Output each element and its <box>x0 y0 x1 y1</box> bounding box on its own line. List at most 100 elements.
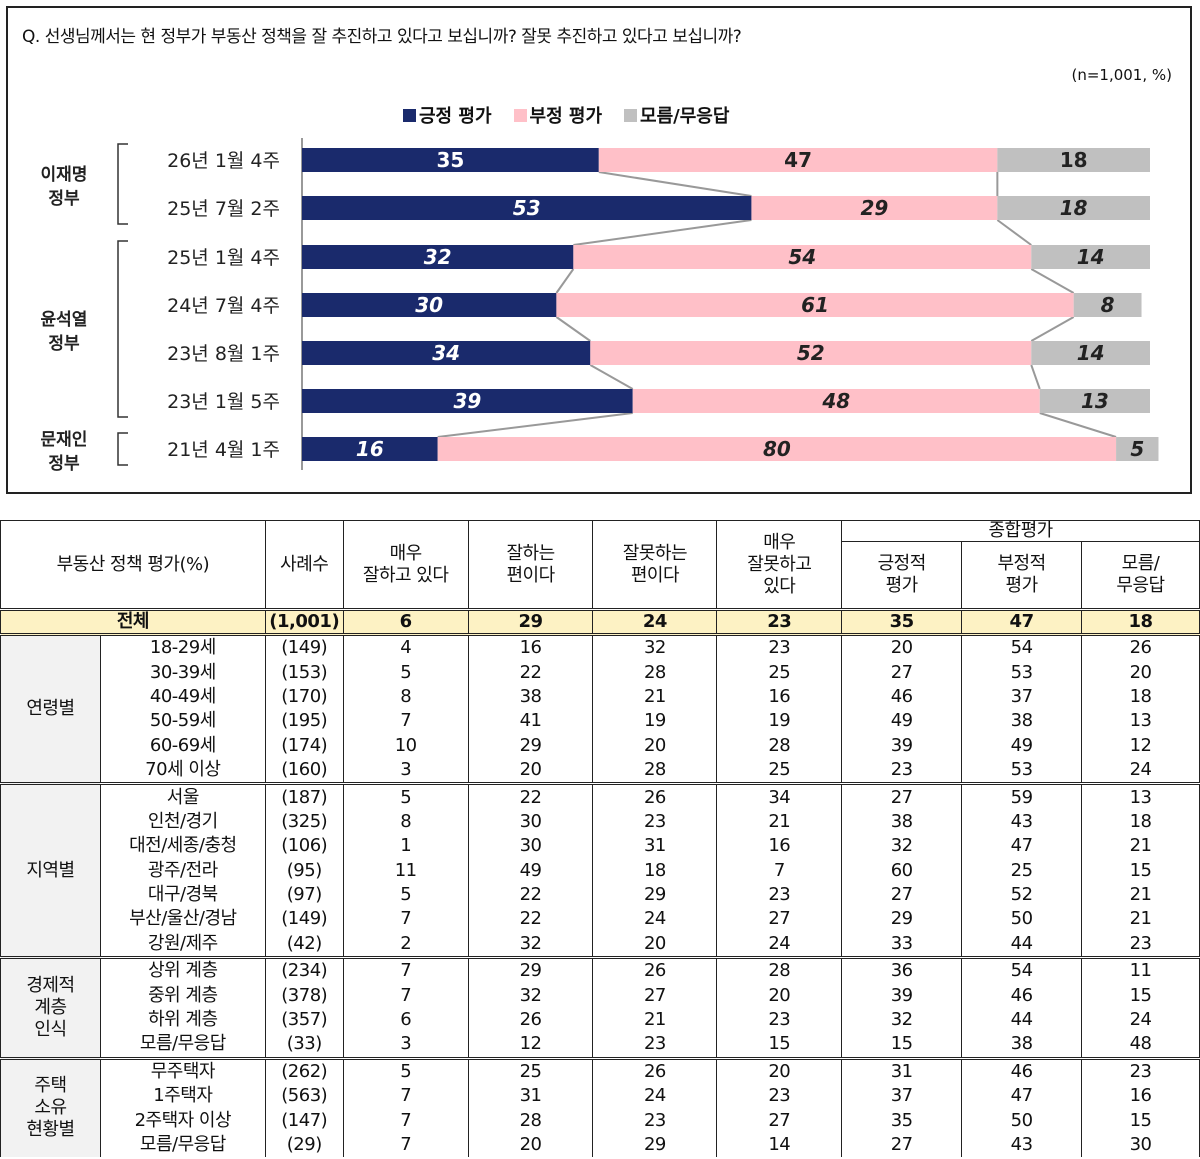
table-row: 모름/무응답 (29) 7 20 29 14 27 43 30 <box>1 1132 1200 1158</box>
cell-value: (147) <box>264 1108 344 1133</box>
cell-value: (149) <box>264 907 344 932</box>
cell-value: 36 <box>841 956 963 984</box>
data-label: 18 <box>1060 148 1088 172</box>
data-label: 35 <box>436 148 464 172</box>
cell-value: 47 <box>961 608 1083 636</box>
group-label: 연령별 <box>0 632 101 784</box>
cell-value: 30 <box>467 834 594 859</box>
row-label: 부산/울산/경남 <box>99 907 266 932</box>
table-row: 부산/울산/경남 (149) 7 22 24 27 29 50 21 <box>1 907 1200 932</box>
cell-value: 16 <box>467 633 594 661</box>
row-label: 서울 <box>99 782 266 810</box>
cell-value: 24 <box>592 1084 718 1109</box>
bar-segment <box>437 437 1117 461</box>
cell-value: 28 <box>467 1108 594 1133</box>
data-label: 29 <box>860 196 888 220</box>
data-label: 14 <box>1077 341 1105 365</box>
cell-value: 19 <box>592 709 718 734</box>
connector-line <box>555 268 575 294</box>
cell-value: 1 <box>342 834 469 859</box>
cell-value: 7 <box>716 858 843 883</box>
table-row: 대구/경북 (97) 5 22 29 23 27 52 21 <box>1 882 1200 908</box>
cell-value: (29) <box>264 1132 344 1158</box>
cell-value: 23 <box>592 809 718 835</box>
cell-value: 21 <box>1081 907 1200 932</box>
cell-value: 23 <box>716 633 843 661</box>
data-label: 52 <box>797 341 825 365</box>
group-label: 정부 <box>48 334 80 354</box>
bar-segment <box>573 245 1032 269</box>
cell-value: 29 <box>592 882 718 908</box>
bar-segment <box>556 293 1074 317</box>
cell-value: 53 <box>961 660 1083 685</box>
cell-value: 25 <box>467 1056 594 1085</box>
cell-value: 38 <box>961 1032 1083 1059</box>
cell-value: 15 <box>1081 983 1200 1008</box>
bar-segment <box>590 341 1032 365</box>
cell-value: 18 <box>1081 809 1200 835</box>
legend-label: 긍정 평가 <box>419 106 492 127</box>
row-label: 상위 계층 <box>99 956 266 984</box>
cell-value: 29 <box>841 907 963 932</box>
row-label: 40-49세 <box>99 684 266 710</box>
cell-value: 11 <box>1081 956 1200 984</box>
connector-line <box>996 219 1032 246</box>
cell-value: 28 <box>716 956 843 984</box>
cell-value: 49 <box>841 709 963 734</box>
cell-value: 18 <box>1081 608 1200 636</box>
header-positive: 긍정적 평가 <box>841 541 963 610</box>
bar-segment <box>302 437 438 461</box>
bar-segment <box>598 148 998 172</box>
cell-value: 7 <box>342 1108 469 1133</box>
cell-value: (1,001) <box>264 608 344 636</box>
cell-value: 23 <box>592 1108 718 1133</box>
data-label: 14 <box>1077 245 1105 269</box>
connector-line <box>589 364 634 390</box>
cell-value: 27 <box>841 660 963 685</box>
cell-value: 59 <box>961 782 1083 810</box>
cell-value: 25 <box>961 858 1083 883</box>
cell-value: 41 <box>467 709 594 734</box>
cell-value: 37 <box>841 1084 963 1109</box>
cell-value: 33 <box>841 931 963 958</box>
cell-value: 20 <box>467 757 594 784</box>
cell-value: 24 <box>1081 757 1200 784</box>
cell-value: 22 <box>467 660 594 685</box>
cell-value: 6 <box>342 1007 469 1033</box>
cell-value: 50 <box>961 1108 1083 1133</box>
row-label: 무주택자 <box>99 1056 266 1085</box>
cell-value: (160) <box>264 757 344 784</box>
legend-swatch <box>513 109 527 122</box>
row-label: 2주택자 이상 <box>99 1108 266 1133</box>
row-label: 1주택자 <box>99 1084 266 1109</box>
bar-segment <box>302 196 752 220</box>
legend-label: 부정 평가 <box>529 106 603 127</box>
cell-value: 18 <box>592 858 718 883</box>
cell-value: 23 <box>841 757 963 784</box>
legend-item: 부정 평가 <box>513 102 603 128</box>
cell-value: 32 <box>841 834 963 859</box>
table-row: 인천/경기 (325) 8 30 23 21 38 43 18 <box>1 809 1200 835</box>
cell-value: 29 <box>467 608 594 636</box>
cell-value: 21 <box>592 1007 718 1033</box>
cell-value: 26 <box>467 1007 594 1033</box>
cell-value: 27 <box>841 782 963 810</box>
cell-value: 26 <box>592 956 718 984</box>
cell-value: 16 <box>716 834 843 859</box>
cell-value: (378) <box>264 983 344 1008</box>
table-row: 지역별 서울 (187) 5 22 26 34 27 59 13 <box>0 782 1200 958</box>
cell-value: 5 <box>342 1056 469 1085</box>
table-row: 경제적 계층 인식 상위 계층 (234) 7 29 26 28 36 54 11 <box>0 956 1200 1059</box>
connector-line <box>437 412 633 438</box>
cell-value: 21 <box>716 809 843 835</box>
group-label: 윤석열 <box>41 310 88 330</box>
table-row: 연령별 18-29세 (149) 4 16 32 23 20 54 26 <box>0 632 1200 784</box>
stacked-bar-chart: 26년 1월 4주 35 47 18 25년 7월 2주 53 29 18 25년 1월 4주 3… <box>41 138 1159 474</box>
category-label: 21년 4월 1주 <box>167 439 280 461</box>
cell-value: 32 <box>592 633 718 661</box>
cell-value: 46 <box>841 684 963 710</box>
cell-value: 2 <box>342 931 469 958</box>
cell-value: 47 <box>961 1084 1083 1109</box>
group-label: 정부 <box>48 454 80 474</box>
cell-value: 20 <box>592 931 718 958</box>
